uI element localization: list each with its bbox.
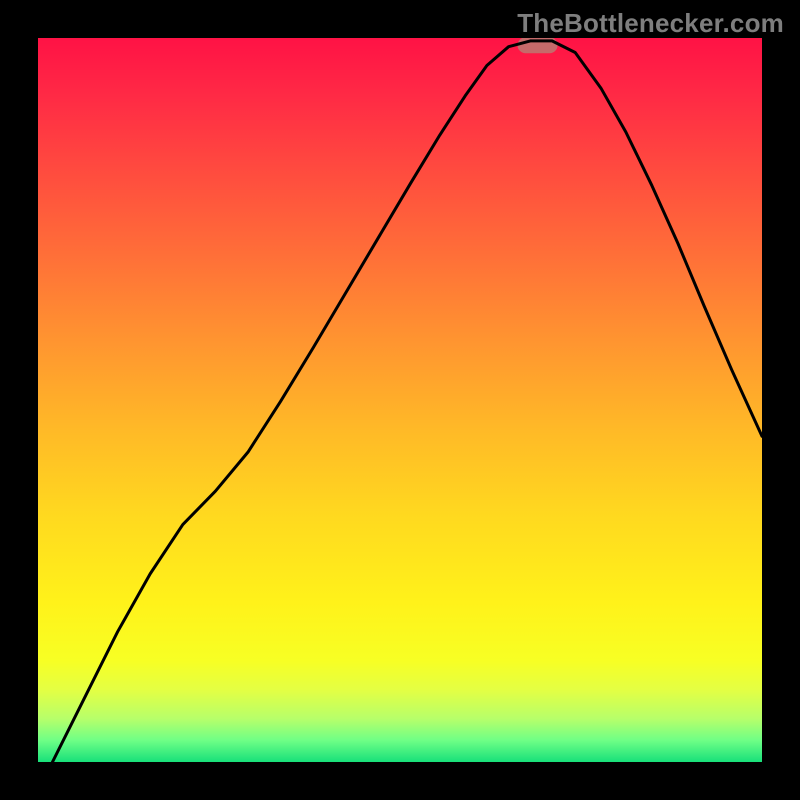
chart-stage: TheBottlenecker.com <box>0 0 800 800</box>
plot-svg <box>38 38 762 762</box>
plot-area <box>38 38 762 762</box>
gradient-background <box>38 38 762 762</box>
watermark-text: TheBottlenecker.com <box>517 8 784 39</box>
